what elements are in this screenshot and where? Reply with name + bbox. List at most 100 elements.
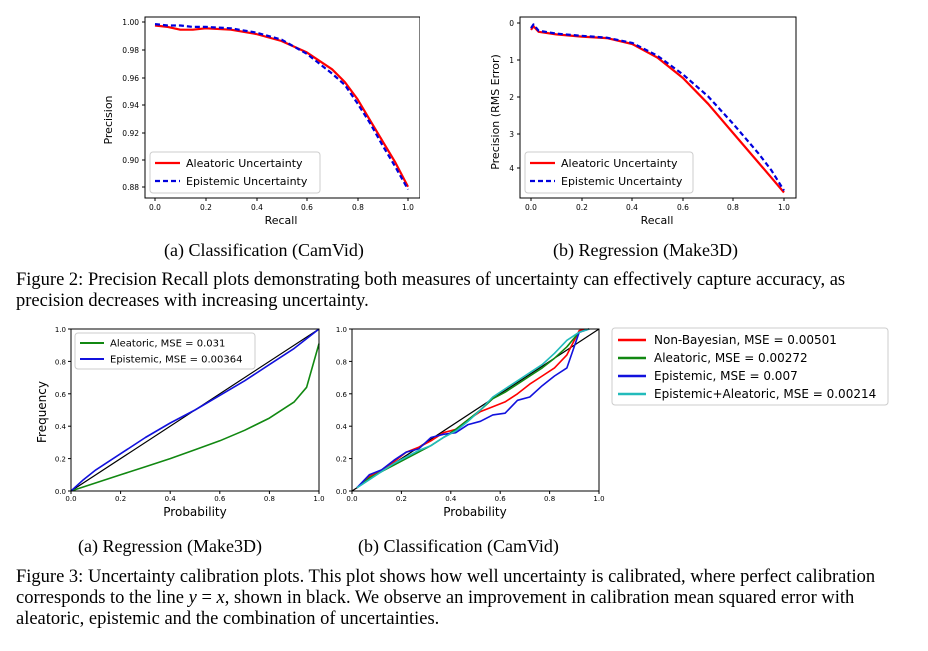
fig2b-xlabel: Recall xyxy=(641,214,674,227)
fig2a-series xyxy=(154,23,409,191)
fig3a-ylabel: Frequency xyxy=(35,381,49,443)
fig2a-caption: (a) Classification (CamVid) xyxy=(164,240,364,260)
figure-3-caption-eq-y: y xyxy=(188,588,197,608)
fig3a-legend-box xyxy=(74,332,256,370)
fig2b-xtick-label: 0.4 xyxy=(626,203,638,212)
fig3b-xtick-label: 0.6 xyxy=(495,495,507,503)
fig3b-ytick-label: 0.8 xyxy=(336,358,347,366)
fig2a-ylabel: Precision xyxy=(102,95,115,144)
fig2a-yticks: 1.00 0.98 0.96 0.94 0.92 0.90 0.88 xyxy=(122,18,145,192)
fig2a-ytick-label: 0.98 xyxy=(122,46,139,55)
fig3b-xtick-label: 1.0 xyxy=(593,495,604,503)
fig2a-xtick-label: 0.0 xyxy=(149,203,161,212)
fig3b-series xyxy=(351,328,600,492)
figure-3-caption-eq-x: x xyxy=(216,588,225,608)
fig2a-plot-frame xyxy=(144,16,420,199)
fig3a-xtick-label: 0.6 xyxy=(214,495,226,503)
fig2a-ytick-label: 0.94 xyxy=(122,101,139,110)
figure-2-caption: Figure 2: Precision Recall plots demonst… xyxy=(16,270,916,312)
fig3b-ytick-label: 1.0 xyxy=(336,326,347,334)
fig2a-xticks: 0.0 0.2 0.4 0.6 0.8 1.0 xyxy=(149,198,414,212)
fig2a-xlabel: Recall xyxy=(265,214,298,227)
fig2a-legend-label-aleatoric: Aleatoric Uncertainty xyxy=(186,157,303,170)
fig3b-ytick-label: 0.4 xyxy=(336,423,348,431)
fig3a-legend-label-aleatoric: Aleatoric, MSE = 0.031 xyxy=(110,339,225,350)
fig2b-ytick-label: 2 xyxy=(509,93,514,102)
fig2b-aleatoric-uncertainty-line xyxy=(530,25,785,194)
figure-3-caption-text-1: Uncertainty calibration plots. This plot… xyxy=(16,567,876,608)
fig3b-xtick-label: 0.8 xyxy=(544,495,555,503)
fig3a-yticks: 0.0 0.2 0.4 0.6 0.8 1.0 xyxy=(55,326,71,496)
fig3a-xtick-label: 0.2 xyxy=(115,495,126,503)
fig3b-chart: 0.0 0.2 0.4 0.6 0.8 1.0 0.0 0.2 0.4 0.6 … xyxy=(336,326,605,519)
fig3a-ytick-label: 0.6 xyxy=(55,391,67,399)
fig2b-legend-box xyxy=(524,151,694,194)
fig2a-epistemic-uncertainty-line xyxy=(154,23,409,191)
fig2b-yticks: 0 1 2 3 4 xyxy=(509,19,520,173)
fig2a-ytick-label: 0.90 xyxy=(122,156,139,165)
fig2b-series xyxy=(530,23,785,194)
fig2a-chart: Precision 1.00 0.98 0.96 0.94 0.92 0.90 … xyxy=(102,16,420,227)
fig3-legend-label-aleatoric: Aleatoric, MSE = 0.00272 xyxy=(654,351,808,365)
fig3a-plot-frame xyxy=(70,328,320,492)
fig2a-legend: Aleatoric Uncertainty Epistemic Uncertai… xyxy=(149,151,321,194)
fig2a-xtick-label: 0.4 xyxy=(251,203,263,212)
fig3a-series xyxy=(70,328,320,492)
fig3b-xticks: 0.0 0.2 0.4 0.6 0.8 1.0 xyxy=(346,491,605,503)
fig2b-epistemic-uncertainty-line xyxy=(530,23,785,192)
fig3a-aleatoric-line xyxy=(70,343,320,492)
fig3a-ytick-label: 0.2 xyxy=(55,456,66,464)
fig3b-caption: (b) Classification (CamVid) xyxy=(358,536,559,556)
fig3b-plot-frame xyxy=(351,328,600,492)
fig2a-aleatoric-uncertainty-line xyxy=(154,24,409,188)
fig3a-ytick-label: 0.0 xyxy=(55,488,66,496)
fig2b-plot-frame xyxy=(519,16,797,199)
fig3b-epistemic-aleatoric-line xyxy=(356,328,590,489)
fig2b-legend-label-aleatoric: Aleatoric Uncertainty xyxy=(561,157,678,170)
fig3b-xtick-label: 0.2 xyxy=(396,495,407,503)
fig3b-xtick-label: 0.4 xyxy=(445,495,457,503)
fig2b-ytick-label: 3 xyxy=(509,130,514,139)
fig3-legend-label-non-bayesian: Non-Bayesian, MSE = 0.00501 xyxy=(654,333,837,347)
fig2b-ytick-label: 4 xyxy=(509,164,514,173)
fig2b-xticks: 0.0 0.2 0.4 0.6 0.8 1.0 xyxy=(525,198,790,212)
fig3a-ytick-label: 1.0 xyxy=(55,326,66,334)
fig3b-ytick-label: 0.2 xyxy=(336,456,347,464)
fig3-legend-label-epistemic: Epistemic, MSE = 0.007 xyxy=(654,369,798,383)
figure-2-caption-text: Precision Recall plots demonstrating bot… xyxy=(16,270,846,311)
fig3a-caption: (a) Regression (Make3D) xyxy=(78,536,262,556)
fig3-legend-label-epistemic-aleatoric: Epistemic+Aleatoric, MSE = 0.00214 xyxy=(654,387,876,401)
fig3a-xtick-label: 0.0 xyxy=(65,495,76,503)
fig2a-ytick-label: 0.88 xyxy=(122,183,139,192)
figure-3-caption-label: Figure 3: xyxy=(16,567,84,587)
fig2b-caption: (b) Regression (Make3D) xyxy=(553,240,738,260)
fig2a-xtick-label: 0.2 xyxy=(200,203,212,212)
fig2a-xtick-label: 0.6 xyxy=(301,203,313,212)
fig2b-ytick-label: 0 xyxy=(509,19,514,28)
figure-3-caption: Figure 3: Uncertainty calibration plots.… xyxy=(16,567,916,630)
fig2a-xtick-label: 1.0 xyxy=(402,203,414,212)
fig2a-legend-box xyxy=(149,151,321,194)
fig3a-ytick-label: 0.4 xyxy=(55,423,67,431)
fig3b-ytick-label: 0.0 xyxy=(336,488,347,496)
fig3-legend-box xyxy=(611,327,889,406)
fig2a-ytick-label: 0.92 xyxy=(122,129,139,138)
fig2b-chart: Precision (RMS Error) 0 1 2 3 4 0.0 0.2 … xyxy=(489,16,797,227)
fig2a-legend-label-epistemic: Epistemic Uncertainty xyxy=(186,175,308,188)
fig3a-xtick-label: 0.4 xyxy=(165,495,177,503)
fig2a-ytick-label: 1.00 xyxy=(122,18,139,27)
fig2b-xtick-label: 0.2 xyxy=(576,203,588,212)
fig3b-ytick-label: 0.6 xyxy=(336,391,348,399)
fig3a-xtick-label: 1.0 xyxy=(313,495,324,503)
fig3a-xticks: 0.0 0.2 0.4 0.6 0.8 1.0 xyxy=(65,491,325,503)
fig2a-ytick-label: 0.96 xyxy=(122,74,139,83)
fig3a-ytick-label: 0.8 xyxy=(55,358,66,366)
fig2b-legend: Aleatoric Uncertainty Epistemic Uncertai… xyxy=(524,151,694,194)
figure-3-caption-text-2: , shown in black. We observe an improvem… xyxy=(16,588,855,629)
fig3a-legend-label-epistemic: Epistemic, MSE = 0.00364 xyxy=(110,355,243,366)
fig3a-legend: Aleatoric, MSE = 0.031 Epistemic, MSE = … xyxy=(74,332,256,370)
fig3a-epistemic-line xyxy=(70,328,320,492)
fig3a-xtick-label: 0.8 xyxy=(264,495,275,503)
fig3b-yticks: 0.0 0.2 0.4 0.6 0.8 1.0 xyxy=(336,326,352,496)
fig2b-ylabel: Precision (RMS Error) xyxy=(489,54,502,170)
